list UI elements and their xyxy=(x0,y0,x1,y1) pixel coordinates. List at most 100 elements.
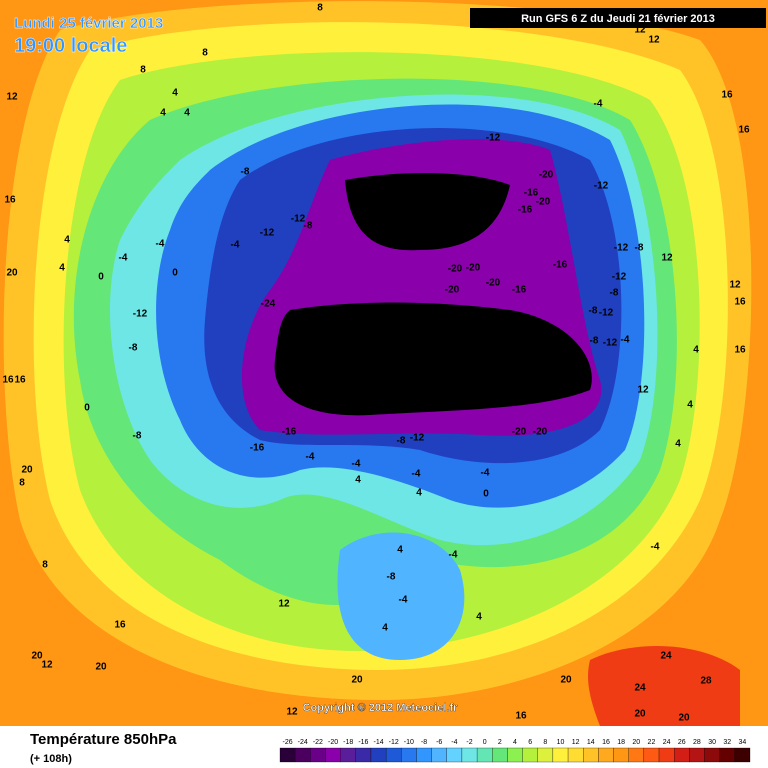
contour-label: 16 xyxy=(2,375,14,386)
contour-label: 12 xyxy=(41,660,53,671)
contour-label: -12 xyxy=(612,272,627,283)
field-28-a xyxy=(345,173,510,251)
contour-label: -4 xyxy=(231,240,240,251)
scale-swatch xyxy=(355,747,372,763)
contour-label: -4 xyxy=(352,459,361,470)
scale-label: 18 xyxy=(617,739,625,746)
copyright: Copyright © 2012 Meteociel.fr xyxy=(303,702,459,714)
contour-label: -20 xyxy=(536,197,551,208)
contour-label: 4 xyxy=(687,400,693,411)
contour-label: -32 xyxy=(313,376,328,387)
contour-label: -28 xyxy=(451,360,466,371)
contour-label: 24 xyxy=(634,683,646,694)
scale-swatch xyxy=(295,747,311,763)
contour-label: 0 xyxy=(483,489,489,500)
contour-label: 12 xyxy=(634,25,646,36)
scale-label: -16 xyxy=(358,739,368,746)
contour-label: -4 xyxy=(412,469,421,480)
contour-label: -8 xyxy=(129,343,138,354)
contour-label: -20 xyxy=(512,427,527,438)
contour-label: 4 xyxy=(59,263,65,274)
contour-label: 20 xyxy=(678,713,690,724)
contour-label: 4 xyxy=(160,108,166,119)
scale-label: 22 xyxy=(648,739,656,746)
contour-label: 16 xyxy=(734,345,746,356)
contour-label: -4 xyxy=(119,253,128,264)
contour-label: -24 xyxy=(261,299,276,310)
scale-label: -22 xyxy=(313,739,323,746)
contour-label: -8 xyxy=(635,243,644,254)
contour-label: 0 xyxy=(98,272,104,283)
contour-label: 12 xyxy=(729,280,741,291)
contour-label: 12 xyxy=(278,599,290,610)
contour-label: 16 xyxy=(515,711,527,722)
scale-label: 26 xyxy=(678,739,686,746)
scale-swatch xyxy=(340,747,356,763)
contour-label: -8 xyxy=(590,336,599,347)
contour-label: 16 xyxy=(721,90,733,101)
contour-label: 20 xyxy=(21,465,33,476)
scale-label: -10 xyxy=(404,739,414,746)
scale-label: 24 xyxy=(663,739,671,746)
contour-label: -4 xyxy=(449,550,458,561)
contour-label: -4 xyxy=(399,595,408,606)
contour-label: 4 xyxy=(693,345,699,356)
contour-label: -12 xyxy=(410,433,425,444)
scale-swatch xyxy=(461,747,478,763)
scale-label: 28 xyxy=(693,739,701,746)
contour-label: -20 xyxy=(445,285,460,296)
contour-label: -4 xyxy=(651,542,660,553)
contour-label: -8 xyxy=(387,572,396,583)
field-med xyxy=(337,532,465,660)
contour-label: -12 xyxy=(486,133,501,144)
contour-label: -8 xyxy=(589,306,598,317)
contour-label: -16 xyxy=(512,285,527,296)
scale-label: -18 xyxy=(343,739,353,746)
scale-label: -14 xyxy=(373,739,383,746)
contour-label: 20 xyxy=(31,651,43,662)
contour-label: 12 xyxy=(6,92,18,103)
scale-label: 32 xyxy=(723,739,731,746)
contour-label: -8 xyxy=(241,167,250,178)
scale-swatch xyxy=(385,747,402,763)
contour-label: -12 xyxy=(291,214,306,225)
contour-label: 4 xyxy=(184,108,190,119)
scale-swatch xyxy=(734,747,751,763)
contour-label: -20 xyxy=(448,264,463,275)
contour-label: 16 xyxy=(114,620,126,631)
contour-label: -16 xyxy=(553,260,568,271)
scale-label: 12 xyxy=(572,739,580,746)
scale-swatch xyxy=(674,747,690,763)
contour-label: -4 xyxy=(156,239,165,250)
scale-swatch xyxy=(310,747,326,763)
scale-label: -8 xyxy=(421,739,427,746)
scale-swatch xyxy=(492,747,508,763)
contour-label: 4 xyxy=(397,545,403,556)
scale-swatch xyxy=(658,747,675,763)
contour-label: 16 xyxy=(734,297,746,308)
scale-swatch xyxy=(279,747,296,763)
contour-label: 8 xyxy=(19,478,25,489)
contour-label: 12 xyxy=(648,35,660,46)
contour-label: 0 xyxy=(84,403,90,414)
scale-label: 20 xyxy=(632,739,640,746)
contour-label: -20 xyxy=(466,263,481,274)
contour-label: -32 xyxy=(336,378,351,389)
field-28-b xyxy=(274,302,592,416)
scale-swatch xyxy=(583,747,599,763)
scale-swatch xyxy=(567,747,584,763)
contour-label: -32 xyxy=(475,327,490,338)
contour-label: -20 xyxy=(486,278,501,289)
contour-label: -12 xyxy=(133,309,148,320)
contour-label: -28 xyxy=(290,364,305,375)
contour-label: -28 xyxy=(469,219,484,230)
scale-swatch xyxy=(704,747,720,763)
contour-label: 16 xyxy=(14,375,26,386)
contour-label: -16 xyxy=(524,188,539,199)
scale-swatch xyxy=(628,747,645,763)
contour-label: -12 xyxy=(614,243,629,254)
contour-label: -33 xyxy=(393,225,408,236)
contour-label: -4 xyxy=(594,99,603,110)
scale-label: -2 xyxy=(466,739,472,746)
